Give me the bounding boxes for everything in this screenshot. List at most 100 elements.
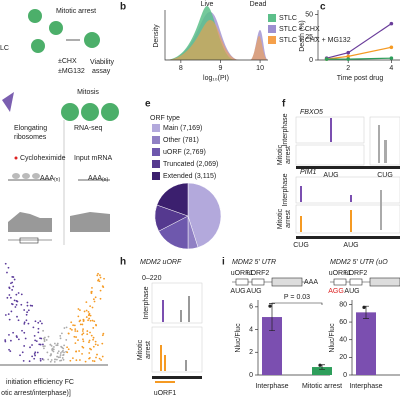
dot: [62, 354, 64, 357]
dot: [27, 309, 30, 312]
dot: [26, 304, 29, 307]
legend-label: Truncated (2,069): [163, 161, 218, 168]
dot: [60, 332, 63, 335]
dot: [4, 314, 7, 316]
dot: [88, 339, 91, 342]
dot: [94, 343, 97, 346]
dot: [23, 345, 26, 347]
dot: [95, 323, 97, 326]
x-tick-label: 10: [256, 65, 264, 72]
legend-title: ORF type: [150, 115, 180, 122]
panel-label: h: [120, 257, 126, 268]
bar: [356, 312, 376, 375]
dot: [7, 266, 10, 269]
legend-label: uORF (2,769): [163, 149, 206, 156]
dot: [17, 338, 20, 341]
dot: [10, 310, 13, 313]
dot: [39, 359, 42, 362]
dot: [73, 335, 76, 338]
codon: AUG: [343, 242, 358, 249]
reporter: [271, 277, 303, 287]
dot: [25, 313, 28, 316]
dot: [33, 334, 36, 337]
dot: [43, 340, 46, 343]
dot: [32, 326, 35, 329]
dot: [90, 334, 93, 337]
dot: [34, 320, 37, 323]
row-label: arrest: [145, 341, 152, 359]
dot: [85, 316, 88, 318]
dot: [94, 296, 97, 299]
codon: AUG: [246, 288, 261, 295]
title: MDM2 5′ UTR: [232, 259, 276, 266]
dot: [38, 343, 41, 346]
dot: [66, 351, 69, 354]
dot: [39, 337, 41, 340]
dot: [26, 301, 29, 304]
dot: [15, 293, 18, 296]
dot: [16, 315, 18, 318]
dot: [31, 304, 34, 307]
dot: [87, 310, 90, 313]
dot: [79, 309, 81, 312]
dot: [87, 314, 90, 317]
dot: [34, 339, 37, 342]
dot: [60, 359, 63, 362]
dot: [11, 289, 14, 291]
x-tick-label: Mitotic arrest: [302, 383, 342, 390]
y-tick-label: 20: [339, 354, 347, 361]
point: [324, 57, 329, 61]
point: [346, 50, 351, 55]
title: MDM2 uORF: [140, 259, 182, 266]
dot: [8, 348, 10, 351]
dot: [71, 357, 74, 360]
pie-slice: [187, 182, 222, 248]
legend-swatch: [152, 124, 160, 132]
dot: [78, 350, 81, 352]
dot: [29, 346, 31, 349]
axis-label: Density: [153, 24, 160, 48]
dot: [47, 358, 50, 361]
x-tick-label: 2: [346, 65, 350, 72]
x-tick-label: Interphase: [349, 383, 382, 390]
dot: [82, 338, 84, 341]
dot: [76, 330, 79, 333]
dot: [65, 339, 68, 341]
dot: [56, 355, 59, 358]
dot: [101, 334, 104, 337]
dot: [8, 287, 11, 290]
text: ribosomes: [14, 134, 47, 141]
y-tick-label: 6: [249, 304, 253, 311]
dot: [102, 286, 105, 288]
dot: [23, 309, 26, 311]
dot: [55, 358, 58, 361]
dot: [75, 336, 77, 338]
dot: [49, 343, 52, 346]
dot: [37, 331, 40, 334]
y-tick-label: 60: [339, 319, 347, 326]
dot: [57, 350, 60, 353]
bracket: [271, 302, 323, 305]
legend-label: STLC: [279, 15, 297, 22]
dot: [93, 300, 96, 303]
axis-label: initiation efficiency FC: [6, 379, 74, 386]
orf-box: [333, 278, 347, 286]
dot: [20, 293, 23, 296]
row-label: Interphase: [143, 286, 150, 319]
dot: [72, 324, 75, 327]
dot: [69, 327, 72, 330]
y-tick-label: 4: [249, 326, 253, 333]
row-label: arrest: [285, 210, 292, 228]
orf-box: [349, 278, 363, 286]
dot: [91, 286, 93, 289]
dot: [56, 344, 59, 347]
dot: [92, 345, 95, 348]
dot: [83, 310, 86, 313]
dot: [14, 306, 17, 308]
dot: [98, 274, 101, 277]
codon: CUG: [377, 172, 393, 179]
reporter: [369, 277, 400, 287]
dot: [99, 289, 102, 292]
x-tick-label: 8: [179, 65, 183, 72]
dot: [66, 346, 69, 349]
